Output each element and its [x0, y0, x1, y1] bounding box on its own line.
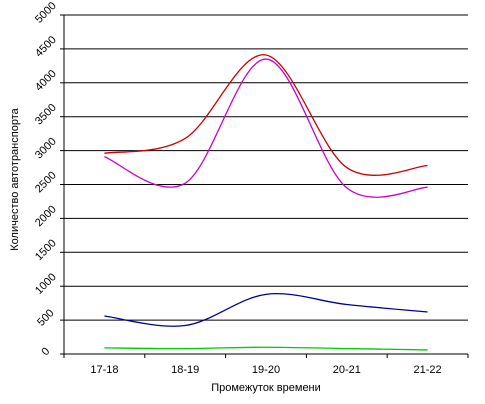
y-tick-label: 3000: [33, 136, 59, 162]
x-tick-label: 18-19: [171, 364, 199, 376]
series-line-2: [104, 58, 428, 198]
y-tick-label: 4000: [33, 68, 59, 94]
y-tick-label: 0: [39, 345, 52, 358]
series-lines: [104, 54, 428, 351]
series-line-1: [104, 54, 428, 176]
series-line-4: [104, 346, 428, 351]
x-axis-title: Промежуток времени: [211, 382, 321, 394]
y-tick-label: 4500: [33, 34, 59, 60]
y-tick-label: 1000: [33, 271, 59, 297]
y-tick-label: 3500: [33, 102, 59, 128]
x-tick-label: 19-20: [252, 364, 280, 376]
y-tick-label: 1500: [33, 237, 59, 263]
series-line-3: [104, 293, 428, 327]
y-tick-label: 2500: [33, 169, 59, 195]
x-tick-label: 21-22: [414, 364, 442, 376]
y-axis-ticks: 0 500 1000 1500 2000 2500 3000 3500 4000 4500 5000: [33, 0, 64, 358]
y-axis-title: Количество автотранспорта: [9, 107, 21, 250]
x-tick-label: 17-18: [90, 364, 118, 376]
gridlines: [64, 14, 468, 321]
x-axis-ticks: 17-18 18-19 19-20 20-21 21-22: [63, 354, 469, 376]
y-tick-label: 500: [35, 307, 56, 328]
x-tick-label: 20-21: [333, 364, 361, 376]
y-tick-label: 5000: [33, 0, 59, 26]
y-tick-label: 2000: [33, 203, 59, 229]
